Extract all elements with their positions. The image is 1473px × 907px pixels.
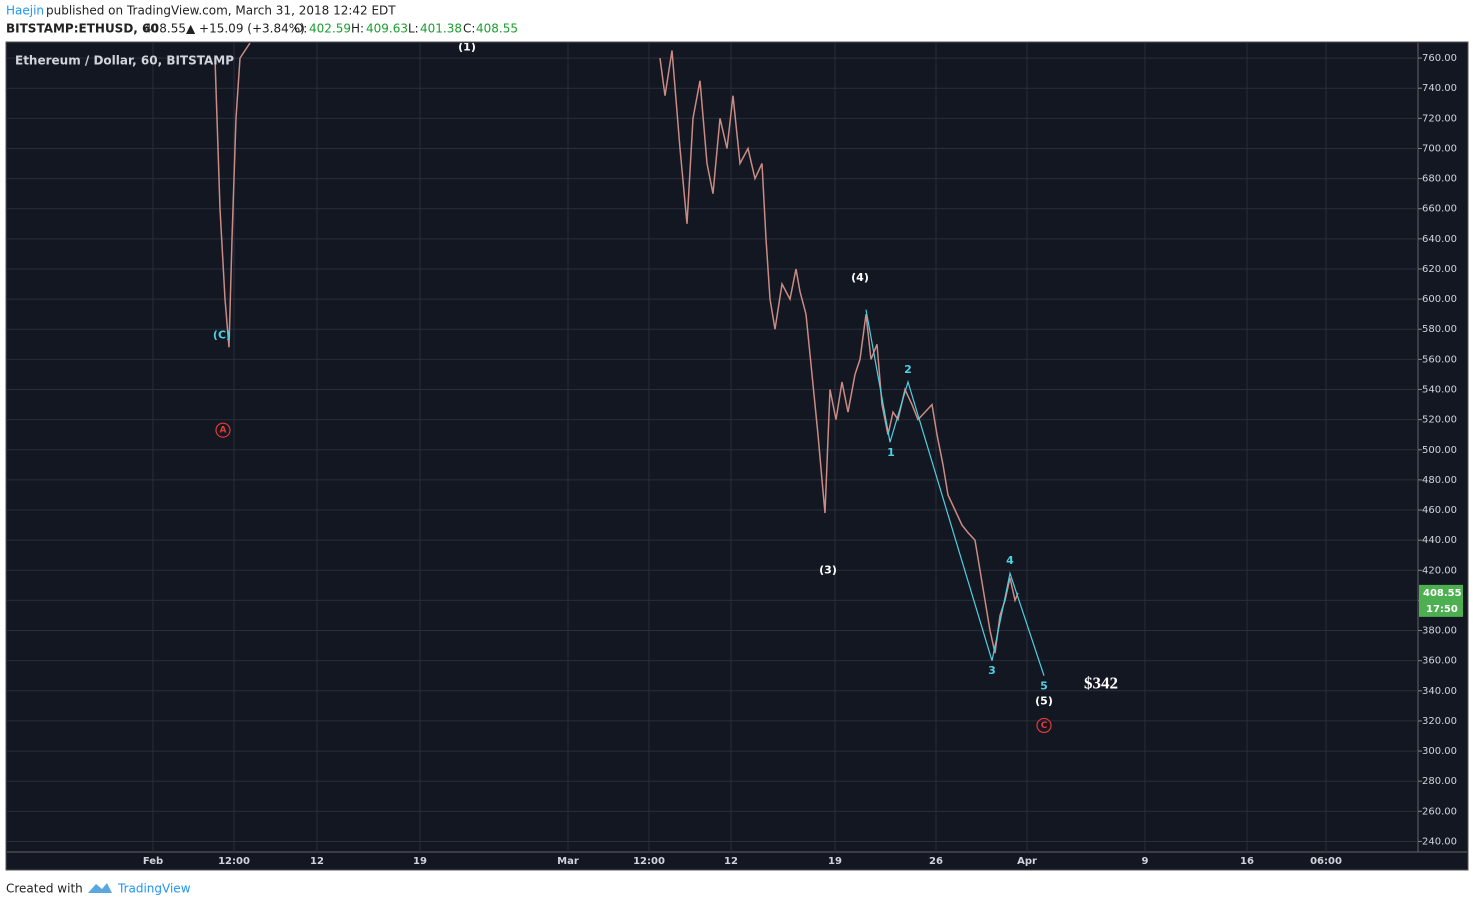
price-tag-box [1419, 584, 1463, 617]
open-label: O: [294, 22, 307, 36]
y-tick-label: 320.00 [1422, 716, 1457, 727]
y-tick-label: 620.00 [1422, 264, 1457, 275]
y-tick-label: 260.00 [1422, 806, 1457, 817]
low-label: L: [408, 22, 419, 36]
x-tick-label: 06:00 [1310, 856, 1342, 867]
high: 409.63 [366, 22, 408, 36]
close-label: C: [463, 22, 475, 36]
last-price: 408.55 [144, 22, 186, 36]
annotation-circle [1036, 717, 1052, 734]
created-with: Created with [6, 882, 83, 896]
y-tick-label: 640.00 [1422, 234, 1457, 245]
annotation: 4 [1006, 554, 1014, 567]
y-tick-label: 360.00 [1422, 656, 1457, 667]
annotation: 3 [988, 664, 996, 677]
symbol: BITSTAMP:ETHUSD, 60 [6, 22, 159, 36]
published: published on TradingView.com, March 31, … [46, 4, 396, 18]
y-tick-label: 560.00 [1422, 354, 1457, 365]
annotation: 1 [887, 446, 895, 459]
y-tick-label: 440.00 [1422, 535, 1457, 546]
grid [7, 43, 1418, 852]
annotation: (3) [819, 563, 837, 576]
price-line [659, 50, 1019, 654]
price-line [214, 43, 251, 348]
y-tick-label: 520.00 [1422, 415, 1457, 426]
annotation: A [220, 426, 227, 436]
y-tick-label: 540.00 [1422, 384, 1457, 395]
annotation: C [1041, 721, 1048, 731]
countdown: 17:50 [1426, 604, 1458, 615]
annotation: (5) [1035, 694, 1053, 707]
tv-logo [88, 883, 112, 893]
y-tick-label: 720.00 [1422, 113, 1457, 124]
close: 408.55 [476, 22, 518, 36]
y-tick-label: 280.00 [1422, 776, 1457, 787]
annotation: 2 [904, 363, 912, 376]
y-tick-label: 480.00 [1422, 475, 1457, 486]
x-tick-label: 16 [1240, 856, 1254, 867]
y-tick-label: 500.00 [1422, 445, 1457, 456]
open: 402.59 [309, 22, 351, 36]
y-tick-label: 660.00 [1422, 204, 1457, 215]
x-tick-label: 12:00 [633, 856, 665, 867]
change: ▲ +15.09 (+3.84%) [186, 22, 305, 36]
y-tick-label: 240.00 [1422, 836, 1457, 847]
y-tick-label: 600.00 [1422, 294, 1457, 305]
chart-background [5, 41, 1469, 871]
annotation: $342 [1084, 674, 1118, 693]
price-tag: 408.55 [1423, 588, 1462, 599]
y-tick-label: 380.00 [1422, 626, 1457, 637]
y-tick-label: 740.00 [1422, 83, 1457, 94]
x-tick-label: Mar [557, 856, 579, 867]
y-tick-label: 760.00 [1422, 53, 1457, 64]
low: 401.38 [420, 22, 462, 36]
y-tick-label: 340.00 [1422, 686, 1457, 697]
y-tick-label: 700.00 [1422, 143, 1457, 154]
plot: (1) (C) A (4) 2 1 (3) 4 3 5 (5) C $342 [213, 41, 1118, 734]
x-tick-label: Apr [1017, 856, 1037, 867]
x-tick-label: 9 [1142, 856, 1149, 867]
y-tick-label: 580.00 [1422, 324, 1457, 335]
x-tick-label: 26 [929, 856, 943, 867]
y-tick-label: 460.00 [1422, 505, 1457, 516]
y-tick-label: 300.00 [1422, 746, 1457, 757]
y-tick-label: 420.00 [1422, 565, 1457, 576]
annotation: (C) [213, 328, 231, 341]
x-tick-label: 12 [724, 856, 738, 867]
x-tick-label: Feb [143, 856, 163, 867]
annotation: (4) [851, 271, 869, 284]
x-tick-label: 19 [413, 856, 427, 867]
wave-line [865, 309, 1045, 676]
x-tick-label: 12:00 [218, 856, 250, 867]
annotation-circle [215, 422, 231, 438]
annotation: 5 [1040, 679, 1048, 692]
annotation: (1) [458, 41, 476, 54]
x-tick-label: 19 [828, 856, 842, 867]
author[interactable]: Haejin [6, 4, 44, 18]
axes: 240.00 260.00 280.00 300.00 320.00 340.00 360.… [143, 53, 1463, 867]
high-label: H: [351, 22, 364, 36]
chart-title: Ethereum / Dollar, 60, BITSTAMP [15, 54, 234, 68]
x-tick-label: 12 [310, 856, 324, 867]
brand[interactable]: TradingView [117, 882, 191, 896]
y-tick-label: 680.00 [1422, 174, 1457, 185]
